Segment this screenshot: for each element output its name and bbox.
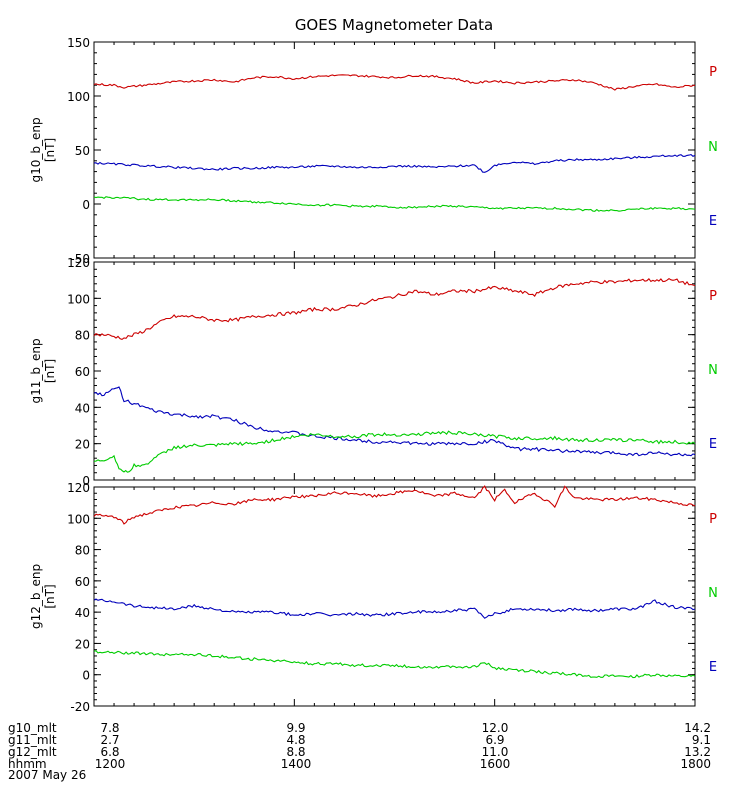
axis-row-label: g12_mlt xyxy=(8,745,57,759)
y-tick-label: 100 xyxy=(67,90,90,104)
legend-E: E xyxy=(709,660,717,675)
axis-row-value: 1400 xyxy=(281,757,312,771)
y-axis-label: g10_b_enp xyxy=(29,117,43,182)
legend-E: E xyxy=(709,437,717,452)
axis-row-value: 9.9 xyxy=(286,721,305,735)
series-line xyxy=(93,153,696,173)
plot-frame xyxy=(93,261,696,481)
y-tick-label: -50 xyxy=(70,252,90,266)
series-line xyxy=(93,485,696,525)
y-tick-label: 80 xyxy=(75,544,90,558)
axis-row-value: 13.2 xyxy=(684,745,711,759)
y-tick-label: 0 xyxy=(82,198,90,212)
series-line xyxy=(93,650,696,679)
y-tick-label: 0 xyxy=(82,474,90,488)
axis-row-label: g11_mlt xyxy=(8,733,57,747)
y-tick-label: 120 xyxy=(67,256,90,270)
y-tick-label: 50 xyxy=(75,144,90,158)
axis-row-value: 1200 xyxy=(95,757,126,771)
series-line xyxy=(93,196,696,212)
y-tick-label: 40 xyxy=(75,606,90,620)
axis-row-value: 11.0 xyxy=(482,745,509,759)
legend-N: N xyxy=(708,586,718,601)
y-tick-label: 20 xyxy=(75,438,90,452)
axis-row-value: 12.0 xyxy=(482,721,509,735)
y-tick-label: 100 xyxy=(67,512,90,526)
y-axis-unit: [nT] xyxy=(43,138,57,162)
y-axis-unit: [nT] xyxy=(43,359,57,383)
y-tick-label: 120 xyxy=(67,481,90,495)
y-tick-label: 80 xyxy=(75,329,90,343)
series-line xyxy=(93,74,696,91)
axis-row-value: 4.8 xyxy=(286,733,305,747)
y-tick-label: 60 xyxy=(75,575,90,589)
y-tick-label: -20 xyxy=(70,700,90,714)
axis-row-label: hhmm xyxy=(8,757,47,771)
axis-row-label: g10_mlt xyxy=(8,721,57,735)
y-tick-label: 150 xyxy=(67,36,90,50)
legend-E: E xyxy=(709,214,717,229)
y-axis-label: g12_b_enp xyxy=(29,564,43,629)
axis-row-value: 14.2 xyxy=(684,721,711,735)
date-label: 2007 May 26 xyxy=(8,768,86,782)
series-line xyxy=(93,277,696,341)
axis-row-value: 6.8 xyxy=(100,745,119,759)
axis-row-value: 2.7 xyxy=(100,733,119,747)
axis-row-value: 1600 xyxy=(480,757,511,771)
y-axis-unit: [nT] xyxy=(43,584,57,608)
time-axis-labels: g10_mlt 7.8 9.9 12.0 14.2 g11_mlt 2.7 4.8 6.9 9.1… xyxy=(8,721,711,771)
y-tick-label: 40 xyxy=(75,401,90,415)
axis-row-value: 8.8 xyxy=(286,745,305,759)
legend-P: P xyxy=(709,289,717,304)
legend-N: N xyxy=(708,363,718,378)
legend-P: P xyxy=(709,512,717,527)
axis-row-value: 6.9 xyxy=(485,733,504,747)
plot-frame xyxy=(93,486,696,707)
y-axis-label: g11_b_enp xyxy=(29,338,43,403)
axis-row-value: 9.1 xyxy=(692,733,711,747)
y-tick-label: 0 xyxy=(82,669,90,683)
series-line xyxy=(93,598,696,619)
y-tick-label: 60 xyxy=(75,365,90,379)
axis-row-value: 1800 xyxy=(680,757,711,771)
legend-P: P xyxy=(709,65,717,80)
y-tick-label: 20 xyxy=(75,637,90,651)
plot-frame xyxy=(93,41,696,259)
panel-g11_b_enp: 0 20 40 60 80 100 120 g11_b_enp [nT] P N E xyxy=(29,256,718,488)
series-line xyxy=(93,430,696,473)
chart-title: GOES Magnetometer Data xyxy=(295,16,493,34)
axis-row-value: 7.8 xyxy=(100,721,119,735)
panel-g12_b_enp: -20 0 20 40 60 80 100 120 g12_b_enp [nT] P N E xyxy=(29,481,718,714)
legend-N: N xyxy=(708,140,718,155)
series-line xyxy=(93,386,696,457)
y-tick-label: 100 xyxy=(67,292,90,306)
panel-g10_b_enp: -50 0 50 100 150 g10_b_enp [nT] P N E xyxy=(29,36,718,266)
